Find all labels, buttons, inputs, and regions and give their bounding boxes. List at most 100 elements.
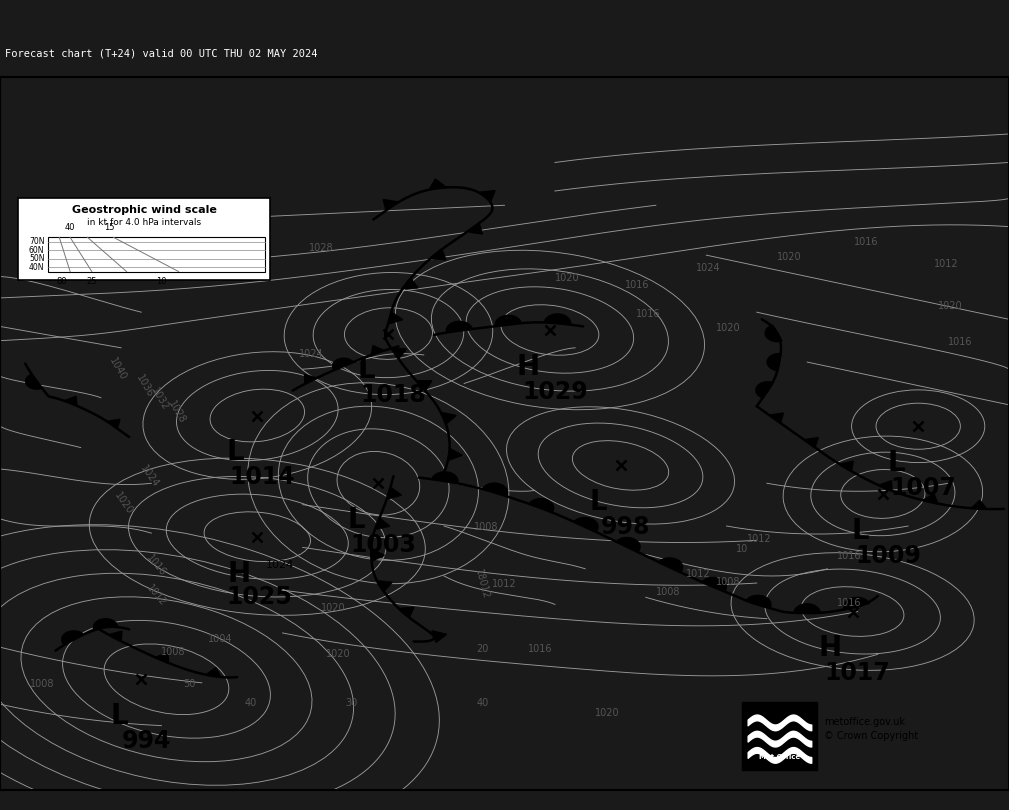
Polygon shape xyxy=(756,382,773,398)
Polygon shape xyxy=(839,461,854,471)
Polygon shape xyxy=(374,518,389,530)
Text: 1020: 1020 xyxy=(777,252,801,262)
Text: 1020: 1020 xyxy=(938,301,963,312)
Polygon shape xyxy=(769,413,783,423)
Polygon shape xyxy=(155,653,169,663)
Text: H: H xyxy=(517,353,539,381)
Polygon shape xyxy=(417,381,432,391)
Text: metoffice.gov.uk
© Crown Copyright: metoffice.gov.uk © Crown Copyright xyxy=(824,717,918,741)
Polygon shape xyxy=(765,325,782,342)
Bar xyxy=(18,198,270,280)
Text: 15: 15 xyxy=(104,224,114,232)
Text: 1028: 1028 xyxy=(166,399,187,425)
Polygon shape xyxy=(746,595,771,608)
Polygon shape xyxy=(441,412,456,424)
Text: L: L xyxy=(226,438,244,467)
Text: 40: 40 xyxy=(244,697,256,708)
Polygon shape xyxy=(383,199,399,211)
Polygon shape xyxy=(479,190,495,201)
Polygon shape xyxy=(62,631,84,645)
Text: 40N: 40N xyxy=(29,262,44,272)
Polygon shape xyxy=(767,353,781,370)
Text: 40: 40 xyxy=(65,224,76,232)
Polygon shape xyxy=(879,480,892,491)
Text: 1017: 1017 xyxy=(824,662,891,685)
Text: 60N: 60N xyxy=(29,245,44,254)
Polygon shape xyxy=(376,581,393,591)
Polygon shape xyxy=(371,549,384,561)
Text: Geostrophic wind scale: Geostrophic wind scale xyxy=(72,205,217,215)
Polygon shape xyxy=(403,278,418,288)
Text: 80: 80 xyxy=(57,276,67,286)
Text: H: H xyxy=(819,634,842,663)
Text: 10: 10 xyxy=(736,544,748,554)
Text: 1012: 1012 xyxy=(747,534,771,544)
Polygon shape xyxy=(107,420,120,428)
Text: 1020: 1020 xyxy=(112,490,134,516)
Polygon shape xyxy=(794,603,820,613)
Polygon shape xyxy=(482,483,508,496)
Polygon shape xyxy=(432,472,458,484)
Polygon shape xyxy=(574,518,598,532)
Text: 1008: 1008 xyxy=(656,586,680,597)
Text: 1016: 1016 xyxy=(854,237,878,247)
Text: L: L xyxy=(110,702,128,730)
Polygon shape xyxy=(529,499,554,512)
Text: 1003: 1003 xyxy=(350,533,417,557)
Text: 1012: 1012 xyxy=(492,579,517,590)
Text: L: L xyxy=(589,488,607,516)
Polygon shape xyxy=(971,500,987,509)
Text: L: L xyxy=(357,356,375,385)
Polygon shape xyxy=(109,631,122,642)
Text: 1012: 1012 xyxy=(144,583,169,608)
Polygon shape xyxy=(65,396,77,406)
Text: 994: 994 xyxy=(122,729,171,753)
Text: 998: 998 xyxy=(600,515,651,539)
Text: 1024: 1024 xyxy=(696,263,720,273)
Text: 1016: 1016 xyxy=(948,337,973,347)
Text: 1036: 1036 xyxy=(134,373,154,399)
Text: 70N: 70N xyxy=(29,237,44,246)
Text: 1012: 1012 xyxy=(934,258,959,269)
Text: 25: 25 xyxy=(87,276,97,286)
Text: 1032: 1032 xyxy=(149,386,170,412)
Text: 1016: 1016 xyxy=(528,644,552,654)
Text: in kt for 4.0 hPa intervals: in kt for 4.0 hPa intervals xyxy=(87,218,202,227)
Text: 1007: 1007 xyxy=(890,476,957,500)
Text: H: H xyxy=(228,560,250,587)
Text: 1024: 1024 xyxy=(265,560,294,569)
Text: 1020: 1020 xyxy=(595,708,620,718)
Text: 1024: 1024 xyxy=(138,463,160,489)
Text: 1009: 1009 xyxy=(855,544,921,568)
Text: 1016: 1016 xyxy=(837,598,862,608)
Polygon shape xyxy=(371,346,384,355)
Polygon shape xyxy=(844,597,870,610)
Text: 1040: 1040 xyxy=(108,356,128,382)
Text: 40: 40 xyxy=(476,697,488,708)
Polygon shape xyxy=(430,179,446,190)
Text: 50: 50 xyxy=(184,680,196,689)
Text: L: L xyxy=(852,517,870,545)
Polygon shape xyxy=(432,631,447,642)
Text: 1008: 1008 xyxy=(30,680,54,689)
Polygon shape xyxy=(25,374,41,389)
Polygon shape xyxy=(702,578,726,591)
Text: 1020: 1020 xyxy=(326,650,350,659)
Bar xyxy=(48,237,265,271)
Polygon shape xyxy=(659,558,683,573)
Text: 1028: 1028 xyxy=(309,243,333,253)
Text: 1016: 1016 xyxy=(144,552,169,578)
Polygon shape xyxy=(305,374,317,384)
Text: 1008: 1008 xyxy=(716,577,741,586)
Polygon shape xyxy=(495,315,522,326)
Polygon shape xyxy=(804,437,818,447)
Text: 1024: 1024 xyxy=(299,348,323,359)
Polygon shape xyxy=(446,322,472,332)
Text: 1020: 1020 xyxy=(716,323,741,333)
Text: 20: 20 xyxy=(476,644,488,654)
Text: 1020: 1020 xyxy=(321,603,345,613)
Polygon shape xyxy=(94,619,117,629)
Text: Met Office: Met Office xyxy=(759,754,800,760)
Polygon shape xyxy=(388,312,403,324)
Bar xyxy=(742,702,817,770)
